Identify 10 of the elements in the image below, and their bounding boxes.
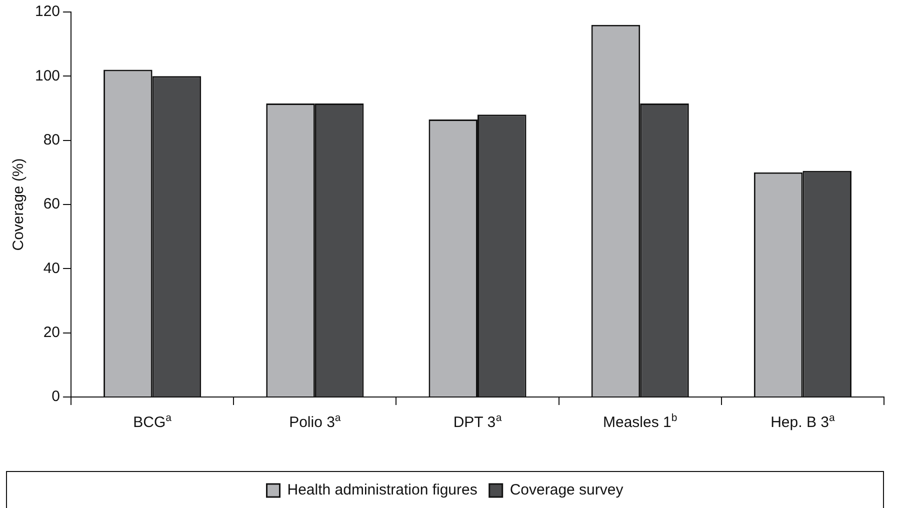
y-tick-label: 0 [52,388,60,406]
y-tick-label: 80 [43,131,60,148]
y-tick-label: 60 [43,196,60,213]
y-tick-label: 40 [43,260,60,277]
legend-label: Health administration figures [287,482,478,499]
y-tick-label: 120 [34,3,60,20]
y-tick-label: 100 [34,67,60,84]
y-axis-title: Coverage (%) [10,158,28,251]
y-tick-label: 20 [43,324,60,341]
legend-label: Coverage survey [510,482,624,499]
